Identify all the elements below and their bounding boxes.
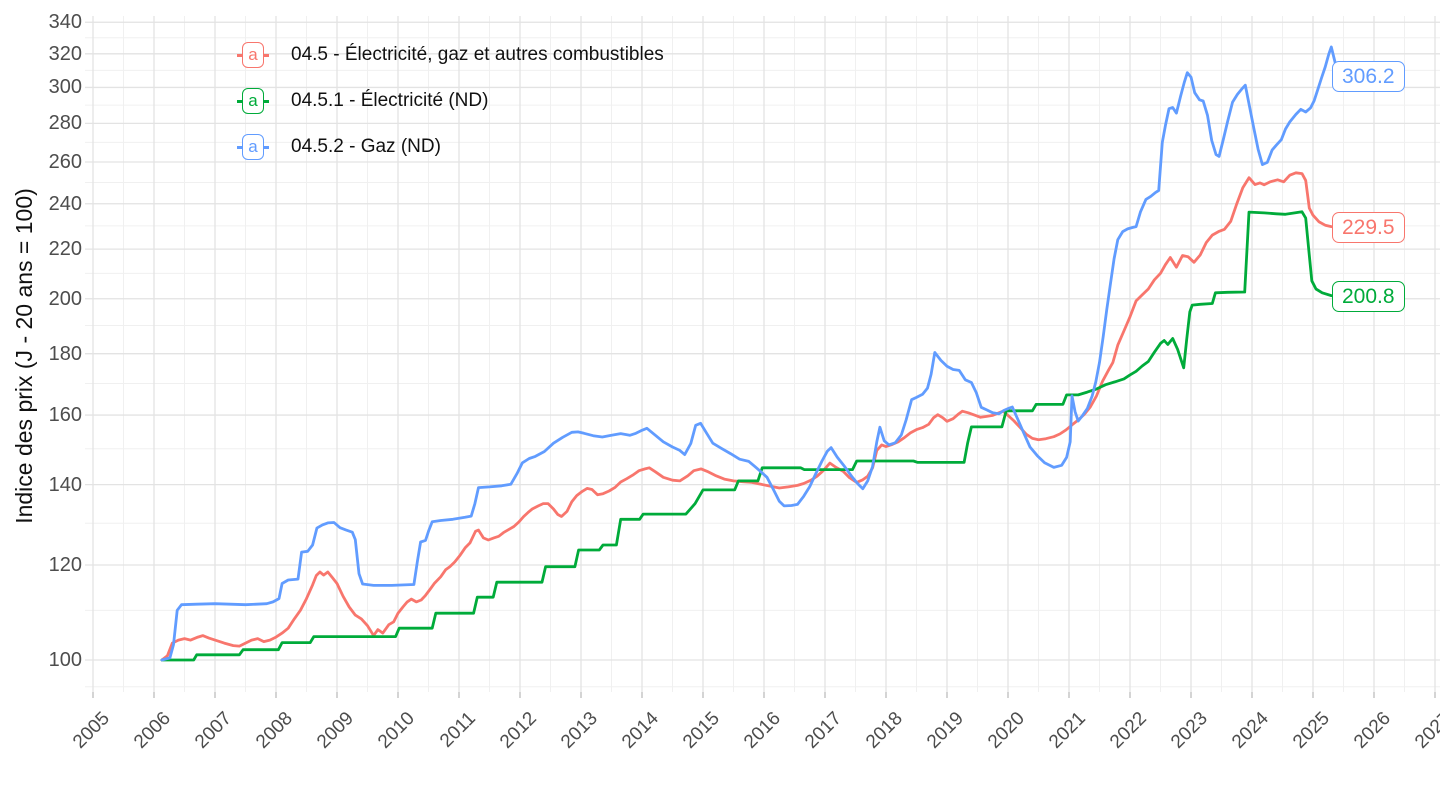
legend-key-line-segment [264, 53, 269, 57]
legend-key-line-segment [237, 145, 242, 149]
legend-item-04.5: a 04.5 - Électricité, gaz et autres combu… [237, 42, 664, 68]
legend-item-label: 04.5.2 - Gaz (ND) [291, 136, 441, 157]
legend-key-line-segment [237, 99, 242, 103]
end-value-label-04.5: 229.5 [1332, 211, 1405, 243]
legend-key-icon: a [237, 134, 269, 160]
y-axis-tick-label: 260 [48, 151, 82, 174]
series-line-04.5.1 [160, 210, 1340, 662]
y-axis-tick-label: 340 [48, 11, 82, 34]
legend-key-line-segment [264, 99, 269, 103]
legend-key-box: a [242, 88, 264, 114]
y-axis-tick-label: 140 [48, 473, 82, 496]
y-axis-tick-label: 280 [48, 112, 82, 135]
legend-item-label: 04.5.1 - Électricité (ND) [291, 90, 489, 111]
y-axis-tick-label: 240 [48, 192, 82, 215]
y-axis-tick-label: 300 [48, 76, 82, 99]
legend-key-icon: a [237, 42, 269, 68]
y-axis-tick-label: 160 [48, 404, 82, 427]
legend-key-box: a [242, 134, 264, 160]
y-axis-tick-label: 200 [48, 287, 82, 310]
end-value-label-04.5.1: 200.8 [1332, 281, 1405, 313]
chart-legend: a 04.5 - Électricité, gaz et autres combu… [237, 42, 664, 160]
y-axis-tick-label: 220 [48, 238, 82, 261]
legend-item-label: 04.5 - Électricité, gaz et autres combus… [291, 44, 664, 65]
legend-key-icon: a [237, 88, 269, 114]
series-line-04.5 [160, 171, 1340, 662]
y-axis-tick-label: 100 [48, 649, 82, 671]
legend-key-line-segment [237, 53, 242, 57]
end-value-label-04.5.2: 306.2 [1332, 61, 1405, 93]
y-axis-tick-label: 120 [48, 553, 82, 576]
legend-item-04.5.1: a 04.5.1 - Électricité (ND) [237, 88, 664, 114]
legend-item-04.5.2: a 04.5.2 - Gaz (ND) [237, 134, 664, 160]
legend-key-line-segment [264, 145, 269, 149]
series-line-04.5.2 [160, 45, 1340, 662]
y-axis-tick-label: 320 [48, 42, 82, 65]
legend-key-box: a [242, 42, 264, 68]
y-axis-tick-label: 180 [48, 342, 82, 365]
